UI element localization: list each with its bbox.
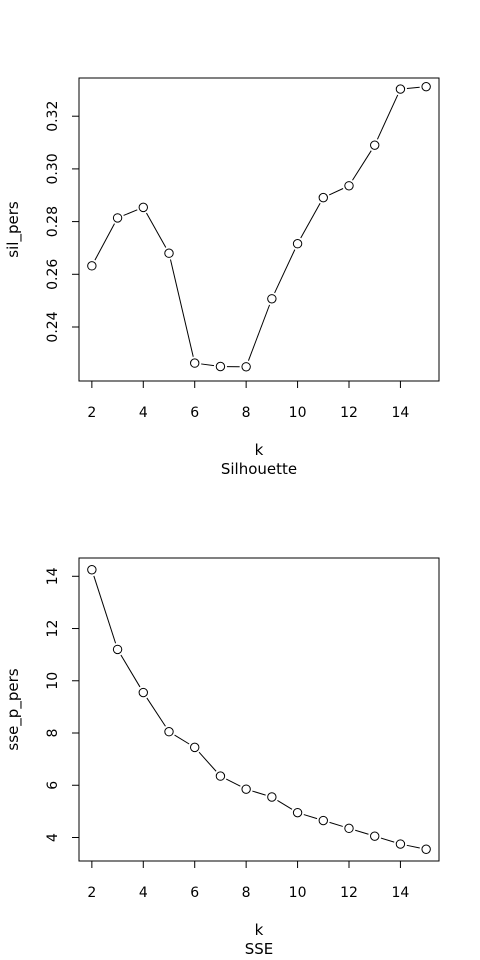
data-point: [241, 784, 251, 794]
series-line-segment: [300, 203, 321, 239]
plot-frame: [78, 77, 440, 382]
series-line-segment: [169, 259, 194, 357]
data-point: [138, 202, 148, 213]
x-tick-label: 8: [242, 405, 251, 421]
series-line-segment: [328, 188, 344, 196]
series-line-segment: [376, 94, 399, 140]
data-point: [164, 248, 174, 258]
series-line-segment: [355, 829, 369, 835]
series-line-segment: [93, 575, 117, 644]
y-tick-label: 4: [45, 833, 61, 842]
x-tick-label: 14: [392, 885, 410, 901]
data-point: [87, 565, 97, 575]
x-tick-label: 10: [289, 405, 307, 421]
series-line-segment: [406, 844, 420, 849]
y-tick-label: 14: [45, 567, 61, 585]
x-tick-label: 12: [340, 405, 358, 421]
data-point: [395, 839, 406, 849]
y-tick-label: 12: [45, 620, 61, 638]
x-tick-label: 10: [289, 885, 307, 901]
chart-panel-1: 2 4 6 8 10 12 14 0.24 0.26 0.28 0.30 0.32 kSilhouett…: [4, 77, 440, 478]
data-point: [215, 361, 226, 372]
data-point: [318, 815, 328, 826]
y-tick-label: 0.32: [45, 101, 61, 132]
x-tick-label: 12: [340, 885, 358, 901]
y-tick-label: 8: [45, 729, 61, 738]
y-tick-label: 0.26: [45, 259, 61, 290]
data-point: [292, 239, 303, 249]
series-line-segment: [174, 734, 190, 745]
series-line-segment: [329, 821, 343, 827]
series-line-segment: [406, 86, 420, 89]
x-tick-label: 2: [87, 405, 96, 421]
series-line-segment: [380, 837, 395, 843]
data-point: [267, 294, 277, 304]
data-point: [190, 358, 200, 368]
data-point: [164, 727, 174, 737]
chart-subtitle: SSE: [245, 940, 274, 958]
x-tick-label: 8: [242, 885, 251, 901]
series-line-segment: [252, 790, 266, 796]
chart-subtitle: Silhouette: [221, 460, 297, 478]
x-axis-title: k: [255, 441, 264, 459]
data-point: [112, 644, 123, 655]
x-tick-label: 6: [190, 405, 199, 421]
series-line-segment: [247, 304, 271, 361]
data-point: [267, 792, 277, 802]
data-point: [241, 362, 251, 372]
data-point: [421, 844, 431, 854]
data-point: [215, 771, 226, 781]
data-point: [190, 742, 200, 753]
y-axis-title: sil_pers: [4, 201, 23, 258]
x-tick-label: 4: [139, 405, 148, 421]
x-tick-label: 6: [190, 885, 199, 901]
y-tick-label: 10: [45, 672, 61, 690]
x-axis-title: k: [255, 921, 264, 939]
data-point: [292, 807, 303, 818]
y-tick-label: 0.30: [45, 153, 61, 184]
x-tick-label: 14: [392, 405, 410, 421]
series-line-segment: [198, 751, 217, 772]
data-point: [138, 687, 148, 698]
x-tick-label: 2: [87, 885, 96, 901]
plot-frame: [78, 557, 440, 862]
series-line-segment: [225, 778, 241, 787]
series-line-segment: [120, 654, 141, 688]
y-tick-label: 6: [45, 781, 61, 790]
data-point: [344, 823, 354, 834]
data-point: [87, 261, 97, 271]
data-point: [318, 192, 328, 203]
y-axis-title: sse_p_pers: [4, 668, 23, 750]
data-point: [421, 81, 431, 92]
data-point: [370, 140, 380, 150]
data-point: [395, 84, 406, 94]
y-tick-label: 0.24: [45, 311, 61, 342]
series-line-segment: [277, 799, 293, 810]
series-line-segment: [274, 249, 296, 294]
data-point: [344, 181, 354, 191]
x-tick-label: 4: [139, 885, 148, 901]
series-line-segment: [201, 363, 215, 367]
series-line-segment: [146, 697, 166, 727]
series-line-segment: [352, 150, 372, 181]
series-line-segment: [303, 814, 318, 820]
data-point: [370, 831, 380, 841]
series-line-segment: [146, 212, 167, 248]
series-line-segment: [94, 223, 115, 261]
y-tick-label: 0.28: [45, 206, 61, 237]
series-line-segment: [123, 209, 138, 216]
data-point: [112, 213, 123, 223]
